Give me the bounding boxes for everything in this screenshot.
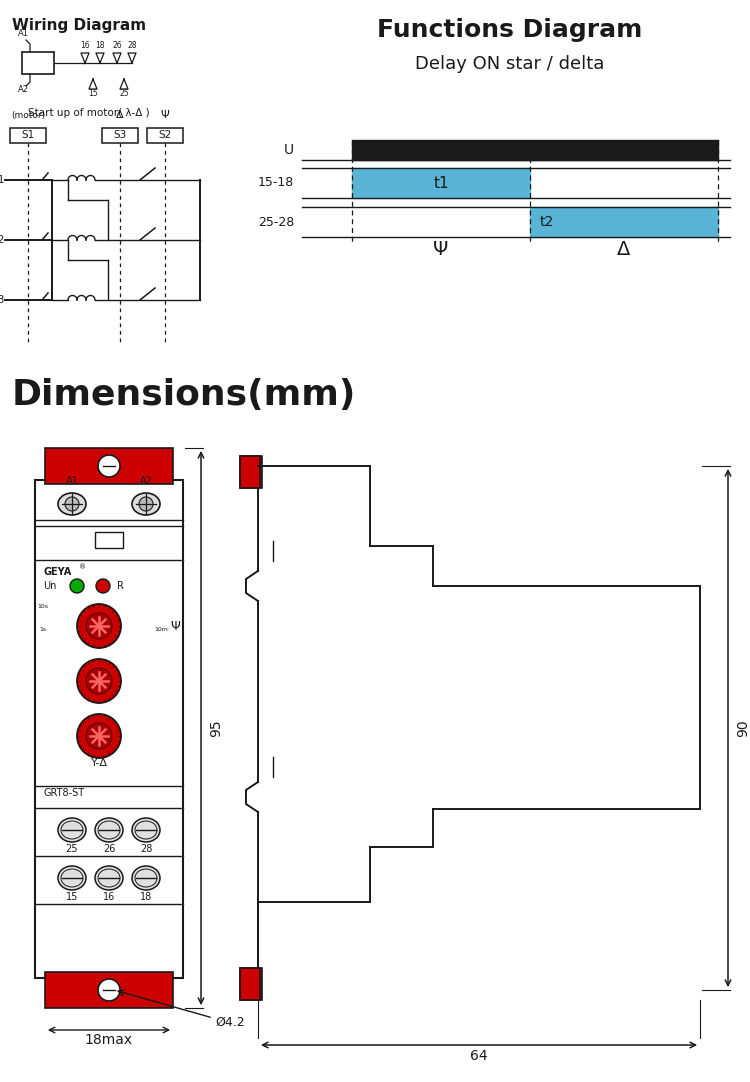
Circle shape [65,497,79,511]
Bar [240,968,260,1000]
Bar [240,968,262,1000]
Text: 18max: 18max [85,1033,133,1047]
Circle shape [139,497,153,511]
Text: 26: 26 [112,41,122,50]
Text: 28: 28 [128,41,136,50]
Text: Functions Diagram: Functions Diagram [377,18,643,42]
Text: Ø4.2: Ø4.2 [215,1016,244,1029]
Ellipse shape [132,493,160,515]
Ellipse shape [132,866,160,890]
Text: Ψ: Ψ [433,240,448,259]
Text: 10s: 10s [38,604,49,609]
Ellipse shape [132,818,160,842]
Ellipse shape [58,818,86,842]
Bar [45,448,173,484]
Text: S1: S1 [21,131,34,141]
Text: 18: 18 [140,892,152,902]
Circle shape [77,604,121,648]
Text: 25: 25 [119,89,129,98]
Circle shape [86,668,112,694]
Text: Y-Δ: Y-Δ [91,758,107,768]
Text: Start up of motor( λ-Δ ): Start up of motor( λ-Δ ) [28,108,149,118]
Text: 15-18: 15-18 [258,176,294,189]
Text: 26: 26 [103,844,116,854]
Bar [95,532,123,547]
Text: S3: S3 [113,131,127,141]
Text: 25-28: 25-28 [258,215,294,228]
Ellipse shape [95,818,123,842]
Text: 28: 28 [140,844,152,854]
Text: GRT8-ST: GRT8-ST [43,788,84,799]
Text: S2: S2 [158,131,172,141]
Circle shape [96,579,110,593]
Text: 25: 25 [66,844,78,854]
Text: L1: L1 [0,175,4,185]
Circle shape [70,579,84,593]
Text: A1: A1 [66,476,78,486]
Text: 16: 16 [80,41,90,50]
Text: Ψ: Ψ [170,620,180,633]
Text: Δ: Δ [116,110,124,120]
Text: Un: Un [43,581,56,591]
Text: 1s: 1s [40,626,46,632]
Circle shape [86,723,112,749]
Text: (motor): (motor) [11,111,45,120]
Ellipse shape [95,866,123,890]
Text: 18: 18 [95,41,105,50]
Ellipse shape [58,493,86,515]
Text: t2: t2 [540,215,554,229]
Text: 90: 90 [736,720,750,737]
Circle shape [98,979,120,1001]
Text: Dimensions(mm): Dimensions(mm) [12,378,356,412]
Bar [22,52,54,74]
Text: A1: A1 [17,29,28,38]
Text: A2: A2 [140,476,152,486]
Text: Wiring Diagram: Wiring Diagram [12,18,146,32]
Ellipse shape [58,866,86,890]
Text: 64: 64 [470,1050,488,1063]
Bar [10,128,46,143]
Bar [45,972,173,1008]
Text: 10m: 10m [154,626,168,632]
Bar [102,128,138,143]
Text: A2: A2 [17,85,28,94]
Text: 15: 15 [66,892,78,902]
Bar [35,480,183,978]
Text: 15: 15 [88,89,98,98]
Circle shape [77,659,121,703]
Circle shape [77,714,121,758]
Text: ®: ® [79,564,86,570]
Text: Ψ: Ψ [160,110,170,120]
Circle shape [98,456,120,477]
Text: t1: t1 [433,175,448,190]
Circle shape [86,613,112,639]
Text: GEYA: GEYA [43,567,71,577]
Text: U: U [284,143,294,157]
Text: L2: L2 [0,235,4,245]
Text: R: R [117,581,124,591]
Bar [240,456,262,488]
Bar [147,128,183,143]
Text: 95: 95 [209,720,223,737]
Text: 16: 16 [103,892,116,902]
Text: L3: L3 [0,295,4,305]
Text: Delay ON star / delta: Delay ON star / delta [416,55,604,72]
Text: Δ: Δ [617,240,631,259]
Bar [240,456,260,488]
